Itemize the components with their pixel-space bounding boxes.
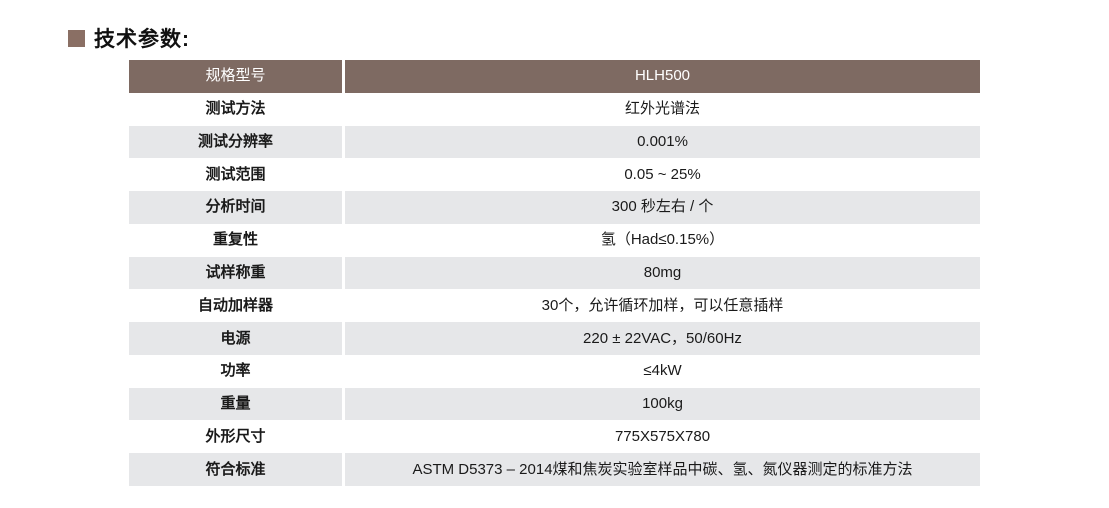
spec-label-cell: 测试范围 <box>129 158 342 192</box>
page-title: 技术参数: <box>94 28 190 51</box>
spec-label-cell: 测试分辨率 <box>129 125 342 159</box>
table-row: 功率 ≤4kW <box>129 354 980 388</box>
spec-value-cell: 0.05 ~ 25% <box>345 158 980 192</box>
spec-label-cell: 重量 <box>129 387 342 421</box>
spec-label-cell: 试样称重 <box>129 256 342 290</box>
table-row: 重量 100kg <box>129 387 980 421</box>
spec-value-cell: 775X575X780 <box>345 420 980 454</box>
table-row: 重复性 氢（Had≤0.15%） <box>129 223 980 257</box>
spec-label-cell: 电源 <box>129 322 342 355</box>
title-bullet-square-icon <box>68 29 85 47</box>
spec-table: 规格型号 HLH500 测试方法 红外光谱法 测试分辨率 0.001% 测试范围… <box>129 60 980 486</box>
table-row: 电源 220 ± 22VAC，50/60Hz <box>129 322 980 355</box>
header-value-cell: HLH500 <box>345 60 980 93</box>
spec-value-cell: 100kg <box>345 387 980 421</box>
spec-label-cell: 自动加样器 <box>129 289 342 323</box>
spec-label-cell: 外形尺寸 <box>129 420 342 454</box>
spec-label-cell: 分析时间 <box>129 191 342 224</box>
spec-value-cell: ASTM D5373 – 2014煤和焦炭实验室样品中碳、氢、氮仪器测定的标准方… <box>345 453 980 486</box>
spec-label-cell: 测试方法 <box>129 92 342 126</box>
spec-value-cell: ≤4kW <box>345 354 980 388</box>
spec-value-cell: 80mg <box>345 256 980 290</box>
table-header-row: 规格型号 HLH500 <box>129 60 980 93</box>
spec-value-cell: 300 秒左右 / 个 <box>345 191 980 224</box>
spec-label-cell: 符合标准 <box>129 453 342 486</box>
spec-value-cell: 220 ± 22VAC，50/60Hz <box>345 322 980 355</box>
table-row: 测试方法 红外光谱法 <box>129 92 980 126</box>
table-row: 试样称重 80mg <box>129 256 980 290</box>
table-row: 自动加样器 30个，允许循环加样，可以任意插样 <box>129 289 980 323</box>
header-label-cell: 规格型号 <box>129 60 342 93</box>
table-row: 符合标准 ASTM D5373 – 2014煤和焦炭实验室样品中碳、氢、氮仪器测… <box>129 453 980 486</box>
spec-label-cell: 功率 <box>129 354 342 388</box>
spec-value-cell: 红外光谱法 <box>345 92 980 126</box>
table-row: 分析时间 300 秒左右 / 个 <box>129 191 980 224</box>
table-row: 测试分辨率 0.001% <box>129 125 980 159</box>
spec-value-cell: 0.001% <box>345 125 980 159</box>
table-row: 外形尺寸 775X575X780 <box>129 420 980 454</box>
table-row: 测试范围 0.05 ~ 25% <box>129 158 980 192</box>
spec-label-cell: 重复性 <box>129 223 342 257</box>
spec-value-cell: 30个，允许循环加样，可以任意插样 <box>345 289 980 323</box>
spec-value-cell: 氢（Had≤0.15%） <box>345 223 980 257</box>
section-title-row: 技术参数: <box>68 23 190 53</box>
